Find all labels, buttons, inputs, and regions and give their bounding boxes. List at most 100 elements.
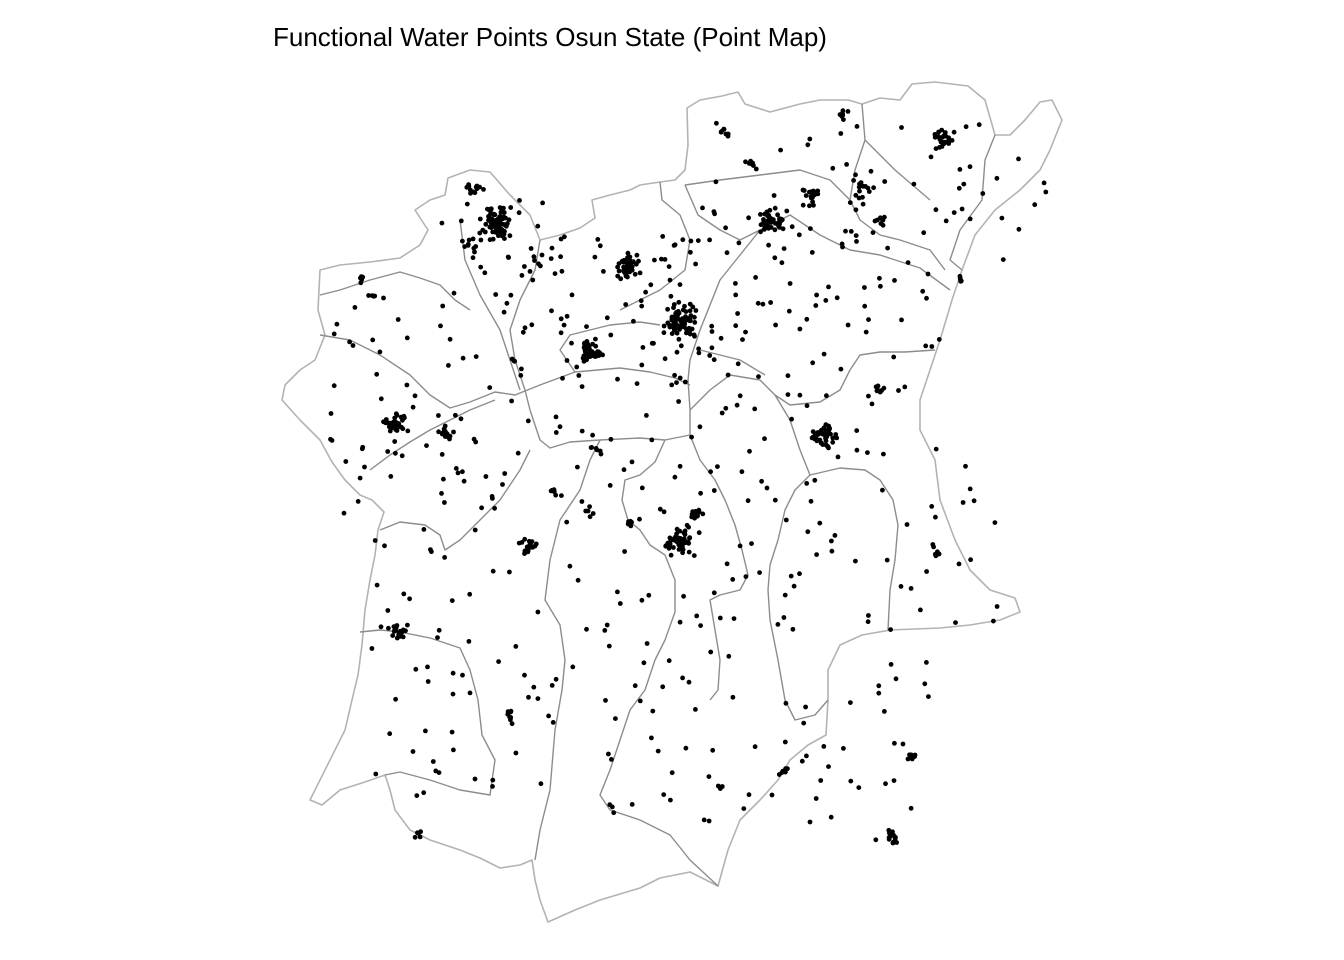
water-point-marker [405,428,411,434]
water-point-marker [734,402,740,408]
water-point-marker [500,482,505,487]
water-point-marker [329,438,335,443]
water-point-marker [451,429,456,435]
water-point-marker [609,804,615,810]
water-point-marker [460,355,466,361]
water-point-marker [616,268,622,274]
water-point-marker [675,536,681,542]
water-point-marker [804,403,810,409]
water-point-marker [609,757,614,762]
water-point-marker [678,343,684,349]
water-point-marker [888,627,893,632]
state-outline [281,81,1063,923]
water-point-marker [359,446,365,452]
water-point-marker [874,388,880,394]
water-point-marker [372,293,378,299]
water-point-marker [862,285,867,290]
water-point-marker [467,591,473,597]
water-point-marker [758,229,763,235]
water-point-marker [558,254,563,260]
water-point-marker [865,619,871,625]
water-point-marker [762,436,767,442]
water-point-marker [504,300,510,306]
lga-boundary [509,239,541,411]
water-point-marker [771,193,777,198]
water-point-marker [436,429,441,435]
water-point-marker [637,270,643,276]
water-point-marker [1016,226,1022,232]
water-point-marker [772,221,778,226]
water-point-marker [725,133,731,139]
water-point-marker [835,454,841,460]
water-point-marker [621,467,627,473]
water-point-marker [741,806,747,811]
water-point-marker [804,481,810,486]
water-point-marker [756,374,761,379]
water-point-marker [676,299,682,305]
water-point-marker [373,771,379,777]
water-point-marker [677,619,683,625]
water-point-marker [584,339,590,344]
water-point-marker [624,260,630,265]
water-point-marker [629,802,635,807]
water-point-marker [951,129,957,135]
water-point-marker [872,218,878,224]
water-point-marker [961,181,967,187]
water-point-marker [579,499,585,504]
water-point-marker [797,392,803,398]
water-point-marker [421,527,427,532]
water-point-marker [878,283,883,289]
water-point-marker [615,589,620,595]
water-point-marker [360,274,366,280]
water-point-marker [440,303,446,309]
lga-boundary [809,467,899,631]
water-point-marker [486,214,491,219]
water-point-marker [334,321,340,327]
water-point-marker [483,474,489,479]
water-point-marker [453,412,458,418]
water-point-marker [726,653,732,659]
water-point-marker [922,681,928,687]
water-point-marker [637,516,642,522]
water-point-marker [590,432,595,438]
water-point-marker [752,744,758,750]
water-point-marker [618,276,624,282]
water-point-marker [579,384,585,389]
lga-boundary [619,181,691,311]
water-point-marker [892,740,897,746]
water-point-marker [800,202,806,208]
water-point-marker [634,381,640,386]
water-point-marker [880,487,885,493]
water-point-marker [821,744,827,749]
map-title: Functional Water Points Osun State (Poin… [273,22,827,52]
water-point-marker [436,627,442,633]
water-point-marker [449,598,455,603]
lga-boundary [359,629,496,796]
water-point-marker [799,758,805,764]
water-point-marker [686,679,692,685]
water-point-marker [924,295,929,301]
water-point-marker [407,596,412,602]
water-point-marker [743,574,749,579]
water-point-marker [467,187,473,193]
water-point-marker [730,577,736,582]
water-point-marker [924,569,929,574]
water-point-marker [908,805,914,811]
water-point-marker [508,292,514,298]
water-point-marker [508,715,514,720]
water-point-marker [677,375,683,381]
water-point-marker [629,459,635,465]
water-point-marker [851,178,856,183]
water-point-marker [782,592,788,598]
water-point-marker [780,226,786,232]
water-point-marker [632,271,638,277]
water-point-marker [696,350,702,356]
water-point-marker [559,493,564,498]
water-point-marker [933,446,939,452]
water-point-marker [693,707,698,712]
water-point-marker [466,237,472,243]
water-point-marker [693,308,699,313]
water-point-marker [669,382,675,388]
water-point-marker [669,331,675,336]
water-point-marker [538,781,544,787]
